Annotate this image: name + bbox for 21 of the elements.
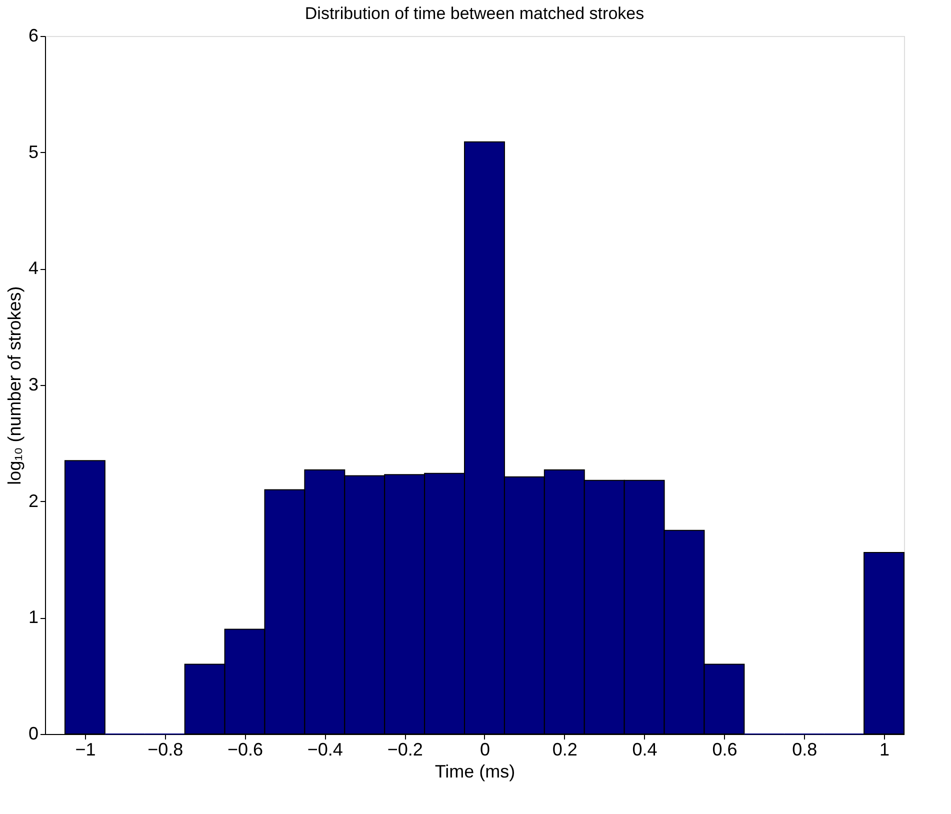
y-tick-label: 0 <box>28 724 38 744</box>
y-tick-label: 1 <box>28 607 38 628</box>
x-tick-label: −0.6 <box>227 740 264 760</box>
y-tick-label: 3 <box>28 374 38 394</box>
x-tick-label: −0.4 <box>307 740 343 760</box>
y-tick-label: 4 <box>28 258 38 278</box>
chart-title: Distribution of time between matched strokes <box>304 4 644 23</box>
y-tick-label: 6 <box>28 26 38 46</box>
y-axis-title: log₁₀ (number of strokes) <box>4 286 24 485</box>
x-tick-label: −0.8 <box>148 740 184 760</box>
x-tick-label: −1 <box>75 740 96 760</box>
y-tick-label: 2 <box>28 490 38 511</box>
x-tick-label: 0.8 <box>792 740 818 760</box>
x-tick-label: 0 <box>480 740 490 760</box>
x-tick-label: 0.6 <box>712 740 738 760</box>
x-tick-label: 0.4 <box>632 740 658 760</box>
x-axis-title: Time (ms) <box>434 762 516 782</box>
y-tick-label: 5 <box>28 142 38 162</box>
x-tick-label: 1 <box>880 740 890 760</box>
x-tick-label: 0.2 <box>552 740 578 760</box>
x-tick-label: −0.2 <box>387 740 423 760</box>
